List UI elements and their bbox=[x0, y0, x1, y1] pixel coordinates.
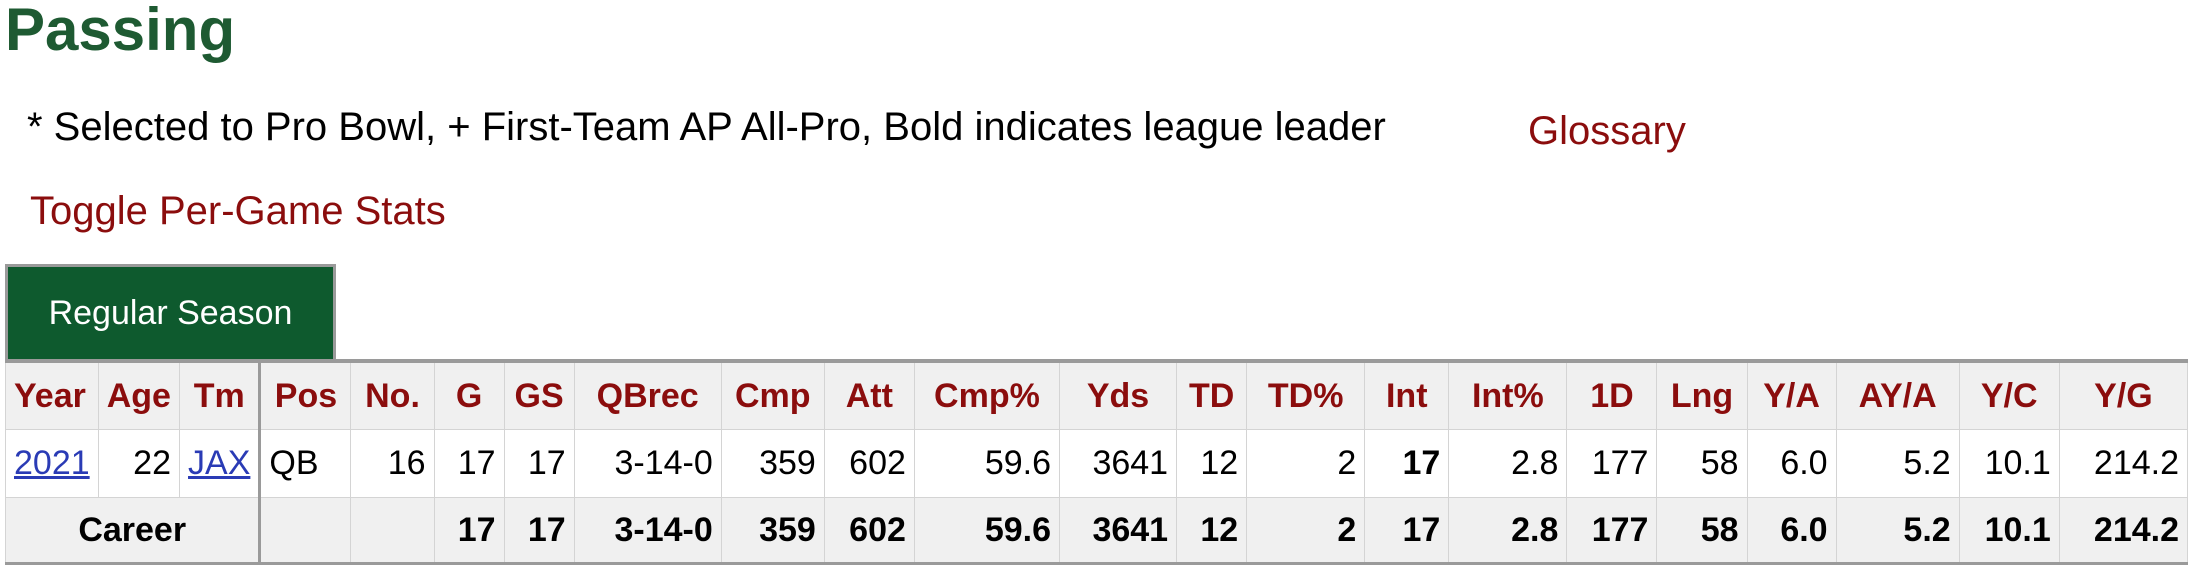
col-header-year[interactable]: Year bbox=[5, 360, 99, 430]
cell-tm: JAX bbox=[178, 429, 262, 498]
career-cmp: 359 bbox=[720, 497, 825, 565]
career-row: Career 17 17 3-14-0 359 602 59.6 3641 12… bbox=[4, 497, 2189, 565]
cell-no: 16 bbox=[350, 429, 435, 498]
col-header-cmp-pct[interactable]: Cmp% bbox=[913, 360, 1061, 430]
cell-cmp: 359 bbox=[720, 429, 825, 498]
career-y-c: 10.1 bbox=[1958, 497, 2060, 565]
col-header-pos[interactable]: Pos bbox=[259, 360, 352, 430]
cell-g: 17 bbox=[433, 429, 505, 498]
col-header-y-a[interactable]: Y/A bbox=[1746, 360, 1837, 430]
cell-yds: 3641 bbox=[1058, 429, 1178, 498]
header-row: Year Age Tm Pos No. G GS QBrec Cmp Att C… bbox=[5, 360, 2189, 430]
cell-gs: 17 bbox=[503, 429, 575, 498]
col-header-int[interactable]: Int bbox=[1364, 360, 1450, 430]
col-header-ay-a[interactable]: AY/A bbox=[1835, 360, 1960, 430]
cell-td-pct: 2 bbox=[1246, 429, 1366, 498]
col-header-1d[interactable]: 1D bbox=[1566, 360, 1658, 430]
section-title: Passing bbox=[5, 0, 236, 63]
career-y-a: 6.0 bbox=[1746, 497, 1837, 565]
career-int-pct: 2.8 bbox=[1448, 497, 1568, 565]
col-header-att[interactable]: Att bbox=[823, 360, 915, 430]
cell-att: 602 bbox=[823, 429, 915, 498]
career-qbrec: 3-14-0 bbox=[573, 497, 722, 565]
career-lng: 58 bbox=[1656, 497, 1748, 565]
cell-age: 22 bbox=[97, 429, 181, 498]
career-pos bbox=[259, 497, 352, 565]
tab-regular-season[interactable]: Regular Season bbox=[5, 264, 336, 359]
cell-pos: QB bbox=[259, 429, 352, 498]
career-att: 602 bbox=[823, 497, 915, 565]
col-header-tm[interactable]: Tm bbox=[178, 360, 262, 430]
cell-y-g: 214.2 bbox=[2058, 429, 2189, 498]
glossary-link[interactable]: Glossary bbox=[1528, 109, 1686, 153]
col-header-int-pct[interactable]: Int% bbox=[1448, 360, 1568, 430]
col-header-cmp[interactable]: Cmp bbox=[720, 360, 825, 430]
career-ay-a: 5.2 bbox=[1835, 497, 1960, 565]
cell-lng: 58 bbox=[1656, 429, 1748, 498]
career-td: 12 bbox=[1176, 497, 1248, 565]
cell-y-a: 6.0 bbox=[1746, 429, 1837, 498]
career-y-g: 214.2 bbox=[2058, 497, 2189, 565]
cell-qbrec: 3-14-0 bbox=[573, 429, 722, 498]
cell-ay-a: 5.2 bbox=[1835, 429, 1960, 498]
col-header-gs[interactable]: GS bbox=[503, 360, 575, 430]
career-1d: 177 bbox=[1566, 497, 1658, 565]
table-row: 2021 22 JAX QB 16 17 17 3-14-0 359 602 5… bbox=[5, 429, 2189, 498]
col-header-qbrec[interactable]: QBrec bbox=[573, 360, 722, 430]
col-header-g[interactable]: G bbox=[433, 360, 505, 430]
cell-td: 12 bbox=[1176, 429, 1248, 498]
toggle-per-game-link[interactable]: Toggle Per-Game Stats bbox=[30, 189, 446, 233]
career-int: 17 bbox=[1364, 497, 1450, 565]
career-yds: 3641 bbox=[1058, 497, 1178, 565]
career-td-pct: 2 bbox=[1246, 497, 1366, 565]
cell-cmp-pct: 59.6 bbox=[913, 429, 1061, 498]
career-g: 17 bbox=[433, 497, 505, 565]
passing-table: Year Age Tm Pos No. G GS QBrec Cmp Att C… bbox=[4, 359, 2189, 565]
career-no bbox=[350, 497, 435, 565]
col-header-lng[interactable]: Lng bbox=[1656, 360, 1748, 430]
col-header-y-g[interactable]: Y/G bbox=[2058, 360, 2189, 430]
cell-y-c: 10.1 bbox=[1958, 429, 2060, 498]
col-header-no[interactable]: No. bbox=[350, 360, 435, 430]
cell-int-pct: 2.8 bbox=[1448, 429, 1568, 498]
year-link[interactable]: 2021 bbox=[14, 444, 90, 482]
career-gs: 17 bbox=[503, 497, 575, 565]
legend-note: * Selected to Pro Bowl, + First-Team AP … bbox=[27, 105, 1386, 149]
cell-1d: 177 bbox=[1566, 429, 1658, 498]
col-header-td-pct[interactable]: TD% bbox=[1246, 360, 1366, 430]
team-link[interactable]: JAX bbox=[188, 444, 251, 482]
career-label: Career bbox=[4, 497, 262, 565]
cell-int: 17 bbox=[1364, 429, 1450, 498]
cell-year: 2021 bbox=[5, 429, 99, 498]
col-header-age[interactable]: Age bbox=[97, 360, 181, 430]
col-header-yds[interactable]: Yds bbox=[1058, 360, 1178, 430]
career-cmp-pct: 59.6 bbox=[913, 497, 1061, 565]
col-header-y-c[interactable]: Y/C bbox=[1958, 360, 2060, 430]
col-header-td[interactable]: TD bbox=[1176, 360, 1248, 430]
